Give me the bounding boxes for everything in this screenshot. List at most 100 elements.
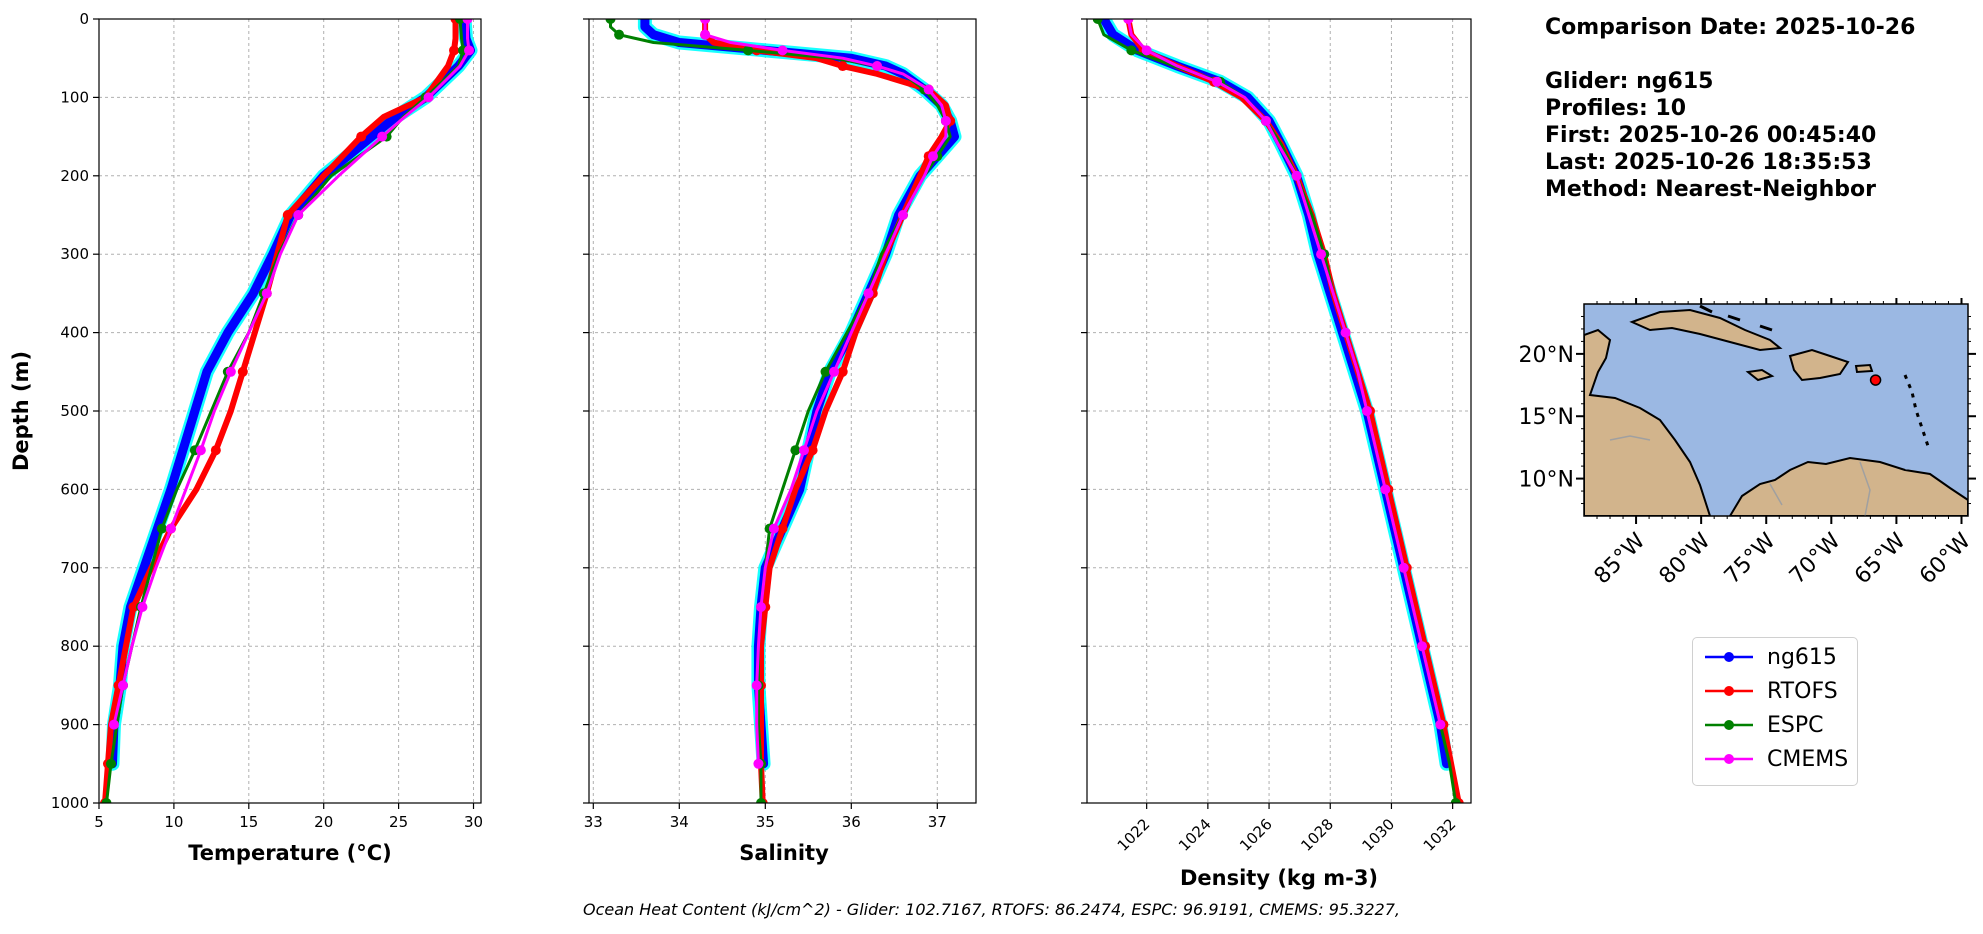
y-tick-label: 200 [60,167,89,185]
x-tick-label: 1032 [1420,815,1460,855]
legend-entry-ng615: ng615 [1703,642,1837,672]
data-point-cmems [1260,115,1271,126]
data-point-cmems [165,523,176,534]
legend-swatch [1705,686,1753,696]
data-point-cmems [1316,249,1327,260]
data-point-espc [156,523,167,534]
map-lon-label: 85°W [1590,528,1651,589]
data-point-cmems [1361,406,1372,416]
data-point-cmems [1123,19,1134,24]
x-tick-label: 34 [670,813,689,831]
y-tick-label: 800 [60,637,89,655]
x-tick-label: 36 [842,813,861,831]
data-point-espc [790,445,801,456]
data-point-cmems [751,680,762,691]
data-point-cmems [928,151,938,162]
data-point-cmems [940,115,951,126]
data-point-cmems [700,19,711,24]
land-central-america [1584,328,1712,516]
profile-count: Profiles: 10 [1545,96,1687,121]
data-point-cmems [1212,76,1223,87]
data-point-rtofs [356,131,367,142]
x-tick-label: 30 [464,813,483,831]
y-tick-label: 700 [60,559,89,577]
land-hispaniola [1788,348,1850,382]
glider-name: Glider: ng615 [1545,69,1714,94]
data-point-cmems [756,602,766,612]
data-point-rtofs [237,366,248,377]
map-borders [1609,435,1871,516]
y-tick-label: 400 [60,324,89,342]
y-tick-label: 900 [60,716,89,734]
comparison-date: Comparison Date: 2025-10-26 [1545,15,1916,40]
data-point-rtofs [807,445,818,456]
x-axis-label-density: Density (kg m-3) [1180,866,1378,890]
info-panel: Comparison Date: 2025-10-26 ​ Glider: ng… [1545,14,1915,203]
y-tick-label: 500 [60,402,89,420]
map-lon-label: 80°W [1655,528,1716,589]
y-tick-label: 600 [60,480,89,498]
data-point-espc [605,19,616,24]
data-point-rtofs [282,210,293,220]
land-puerto-rico [1854,363,1874,374]
land-south-america [1728,456,1968,516]
data-point-espc [614,29,625,40]
map-lat-label: 20°N [1519,343,1574,368]
data-point-cmems [863,288,874,299]
y-tick-label: 300 [60,245,89,263]
temperature-panel: 0 100 200 300 400 500 600 700 800 900 1000 5 10 15 20 2… [9,10,483,865]
map-lon-label: 75°W [1720,528,1781,589]
y-axis-label: Depth (m) [9,351,33,471]
salinity-panel: 33 34 35 36 37 Salinity [583,18,977,865]
legend-swatch [1705,720,1753,730]
data-point-cmems [108,719,119,730]
data-point-rtofs [777,523,788,534]
x-tick-label: 1030 [1359,815,1399,855]
x-tick-label: 33 [584,813,603,831]
data-point-cmems [872,61,883,72]
ng615-spread [105,19,478,771]
data-point-cmems [117,680,128,691]
land-cuba [1629,308,1783,352]
legend-swatch [1705,754,1753,764]
data-point-cmems [768,523,779,534]
first-time: First: 2025-10-26 00:45:40 [1545,123,1877,148]
data-point-cmems [1435,719,1446,730]
data-point-rtofs [449,45,460,56]
legend-label: RTOFS [1767,678,1838,704]
map-lon-label: 65°W [1850,528,1911,589]
method: Method: Nearest-Neighbor [1545,177,1876,202]
series-line-cmems [112,19,471,727]
data-point-cmems [423,92,434,103]
map-lat-label: 10°N [1519,468,1574,493]
data-point-cmems [377,131,388,142]
map-lat-label: 15°N [1519,405,1574,430]
map-lon-label: 60°W [1915,528,1976,589]
y-tick-label: 1000 [51,794,89,812]
x-tick-label: 35 [756,813,775,831]
data-point-espc [743,45,754,56]
x-tick-label: 5 [94,813,104,831]
glider-location-marker [1869,374,1882,386]
data-point-espc [101,798,112,803]
land-bahamas [1699,304,1773,332]
ng615-spread [637,19,962,771]
x-tick-label: 1026 [1236,815,1276,855]
x-tick-label: 37 [928,813,947,831]
x-tick-label: 1024 [1175,815,1215,855]
data-point-cmems [1340,327,1351,338]
data-point-cmems [1291,170,1302,181]
data-point-cmems [1380,484,1391,495]
legend-entry-cmems: CMEMS [1703,744,1848,774]
x-tick-label: 10 [164,813,183,831]
data-point-espc [1092,19,1103,24]
data-point-rtofs [210,445,221,456]
legend-label: CMEMS [1767,746,1849,772]
location-map: 20°N 15°N 10°N 85°W 80°W 75°W 70°W 65°W 60°W [1519,298,1976,589]
data-point-cmems [923,84,934,95]
data-point-cmems [700,29,711,40]
data-point-rtofs [837,366,848,377]
data-point-cmems [753,758,764,769]
x-tick-label: 1028 [1297,815,1337,855]
data-point-cmems [1141,45,1152,56]
